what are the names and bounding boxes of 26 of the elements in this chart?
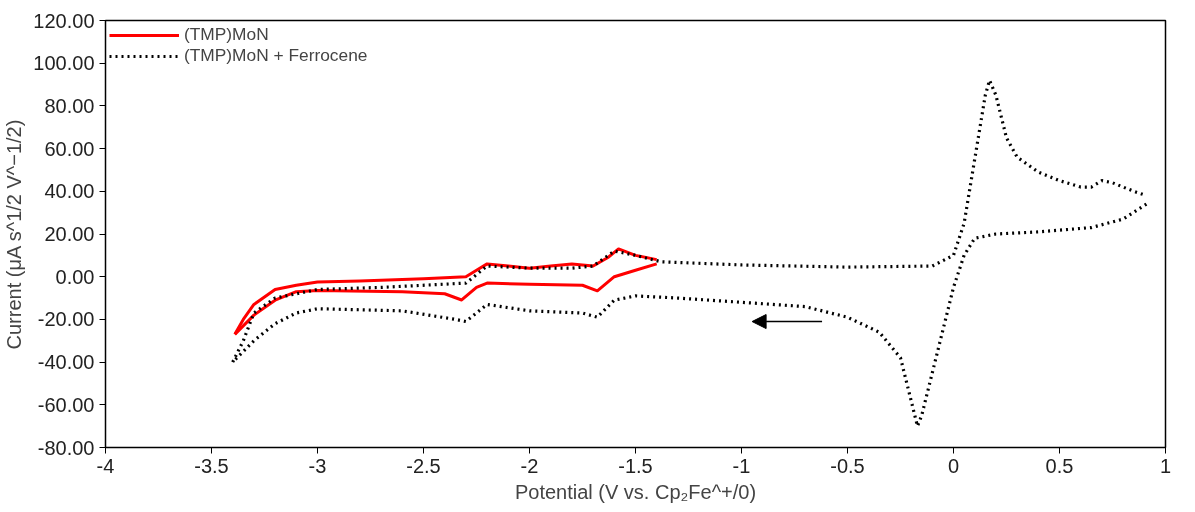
y-axis-title: Current (μA s^1/2 V^−1/2)	[3, 119, 26, 350]
y-tick-label: 100.00	[33, 52, 95, 75]
y-tick-label: 20.00	[44, 223, 95, 245]
y-tick-label: -20.00	[37, 308, 95, 331]
y-tick-label: 120.00	[33, 9, 95, 32]
y-tick-label: 60.00	[44, 137, 95, 160]
x-tick-label: -4	[96, 454, 115, 477]
x-axis-title: Potential (V vs. Cp₂Fe^+/0)	[514, 480, 757, 503]
x-tick-label: -2.5	[406, 454, 441, 477]
legend-label: (TMP)MoN + Ferrocene	[184, 45, 368, 66]
x-tick-label: -0.5	[830, 454, 865, 477]
y-tick-label: -60.00	[37, 393, 95, 416]
legend-label: (TMP)MoN	[184, 24, 269, 45]
x-tick-label: -3	[308, 454, 327, 477]
y-tick-label: -80.00	[37, 436, 95, 459]
x-tick-label: 1	[1159, 454, 1172, 477]
x-tick-label: 0.5	[1045, 454, 1074, 477]
y-tick-label: 80.00	[44, 94, 95, 117]
y-tick-label: -40.00	[37, 351, 95, 374]
x-tick-label: -1.5	[618, 454, 653, 477]
y-tick-label: 40.00	[44, 180, 95, 203]
x-tick-label: -3.5	[194, 454, 229, 477]
x-tick-label: -2	[520, 454, 539, 477]
x-tick-label: 0	[947, 454, 960, 477]
y-tick-label: 0.00	[55, 265, 95, 288]
x-tick-label: -1	[732, 454, 751, 477]
